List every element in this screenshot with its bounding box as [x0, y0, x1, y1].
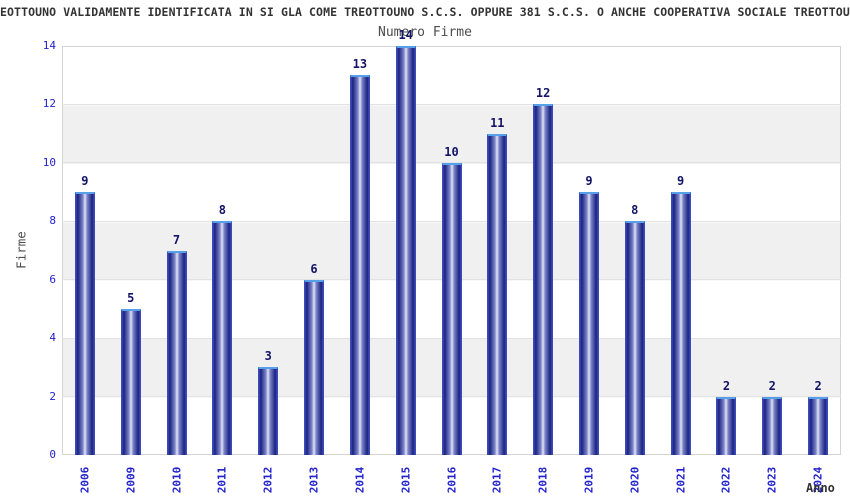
x-tick-label: 2023 [765, 466, 779, 494]
chart-title: EOTTOUNO VALIDAMENTE IDENTIFICATA IN SI … [0, 5, 850, 19]
x-tick-label: 2015 [399, 466, 413, 494]
x-tick-label: 2010 [170, 466, 184, 494]
x-tick-label: 2013 [307, 466, 321, 494]
x-tick-label: 2012 [261, 466, 275, 494]
x-tick-label: 2009 [124, 466, 138, 494]
y-tick-label: 8 [49, 214, 56, 228]
y-tick-label: 12 [42, 97, 56, 111]
x-tick-label: 2021 [674, 466, 688, 494]
x-tick-label: 2017 [490, 466, 504, 494]
x-tick-label: 2018 [536, 466, 550, 494]
x-tick-label: 2019 [582, 466, 596, 494]
chart-subtitle: Numero Firme [378, 25, 472, 40]
y-tick-label: 6 [49, 272, 56, 286]
y-tick-label: 4 [49, 331, 56, 345]
x-tick-label: 2020 [628, 466, 642, 494]
y-tick-label: 10 [42, 155, 56, 169]
x-tick-label: 2011 [215, 466, 229, 494]
x-tick-label: 2006 [78, 466, 92, 494]
y-tick-label: 2 [49, 389, 56, 403]
x-tick-label: 2022 [719, 466, 733, 494]
x-tick-label: 2016 [445, 466, 458, 494]
y-tick-label: 14 [42, 39, 56, 52]
y-tick-label: 0 [49, 448, 56, 461]
x-tick-label: 2014 [353, 466, 367, 494]
x-axis-label: Anno [806, 481, 835, 495]
plot-area [62, 46, 841, 455]
y-axis-label: Firme [13, 231, 29, 269]
